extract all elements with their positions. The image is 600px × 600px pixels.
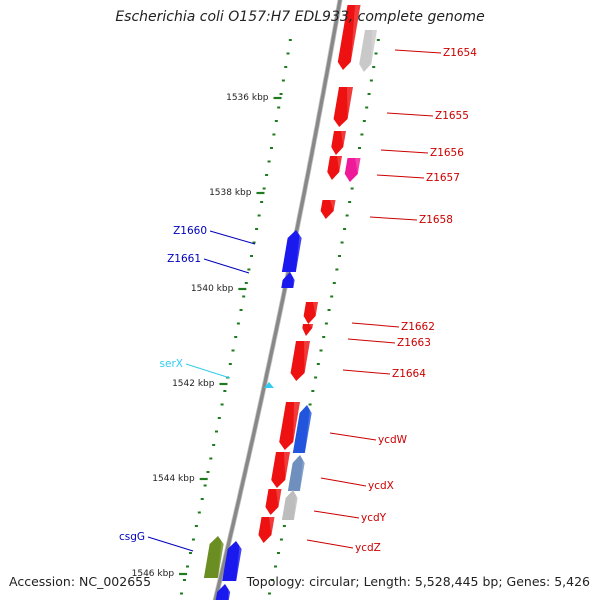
gene-label: Z1662 [401,321,435,333]
gene-arrow [281,272,295,288]
scale-label: 1542 kbp [172,379,215,389]
gene-arrow [203,536,224,578]
gene-arrow [344,158,361,182]
scale-labels: 1536 kbp 1538 kbp 1540 kbp 1542 kbp 1544 kbp… [132,93,269,579]
leader-line [147,536,194,552]
gene-features [203,5,377,600]
gene-label: ycdX [368,480,394,492]
leader-line [347,338,396,344]
gene-label: Z1661 [167,253,201,265]
accession-text: Accession: NC_002655 [9,574,152,589]
gene-label: Z1664 [392,368,426,380]
gene-label: serX [160,358,183,370]
leader-line [351,322,400,328]
gene-label: Z1658 [419,214,453,226]
leader-line [342,369,391,375]
gene-arrow [290,341,310,381]
leader-line [185,363,231,379]
gene-arrow [320,200,336,219]
gene-labels: Z1654 Z1655 Z1656 Z1657 Z1658 Z1660 Z1661 Z1662… [119,47,477,554]
gene-label: Z1660 [173,225,207,237]
gene-arrow [331,131,346,155]
gene-label: Z1655 [435,110,469,122]
label-leaders [147,49,442,552]
leader-line [386,112,434,117]
gene-arrow [281,490,298,520]
gene-arrow [215,584,231,600]
scale-label: 1546 kbp [132,569,175,579]
gene-arrow [258,517,275,543]
scale-label: 1544 kbp [152,474,195,484]
leader-line [380,149,429,154]
gene-arrow [337,5,361,70]
genome-summary-text: Topology: circular; Length: 5,528,445 bp… [246,574,590,589]
leader-line [369,216,418,221]
scale-label: 1538 kbp [209,188,252,198]
gene-label: Z1663 [397,337,431,349]
leader-line [329,432,377,441]
gene-arrow [287,455,305,491]
gene-label: Z1656 [430,147,464,159]
scale-label: 1540 kbp [191,284,234,294]
gene-label: ycdW [378,434,408,446]
gene-label: Z1654 [443,47,477,59]
leader-line [394,49,442,54]
gene-label: csgG [119,531,145,543]
leader-line [203,258,250,274]
trna-marker [264,382,274,388]
gene-label: Z1657 [426,172,460,184]
gene-arrow [281,230,302,272]
leader-line [313,510,360,519]
gene-arrow [292,405,312,453]
map-title: Escherichia coli O157:H7 EDL933, complet… [115,9,485,25]
gene-arrow [327,156,342,180]
gene-label: ycdZ [355,542,381,554]
gene-arrow [302,324,313,336]
gene-label: ycdY [361,512,387,524]
gene-arrow [279,402,300,450]
gene-arrow [271,452,290,488]
leader-line [209,230,256,245]
leader-line [376,174,425,179]
genome-backbone [212,0,343,600]
backbone-line [213,0,342,600]
gene-arrow [265,489,282,515]
leader-line [306,539,354,549]
gene-arrow [333,87,353,127]
gene-arrow [359,30,377,72]
gene-arrow [222,541,242,581]
gene-arrow [303,302,318,324]
scale-label: 1536 kbp [226,93,269,103]
leader-line [320,477,367,487]
